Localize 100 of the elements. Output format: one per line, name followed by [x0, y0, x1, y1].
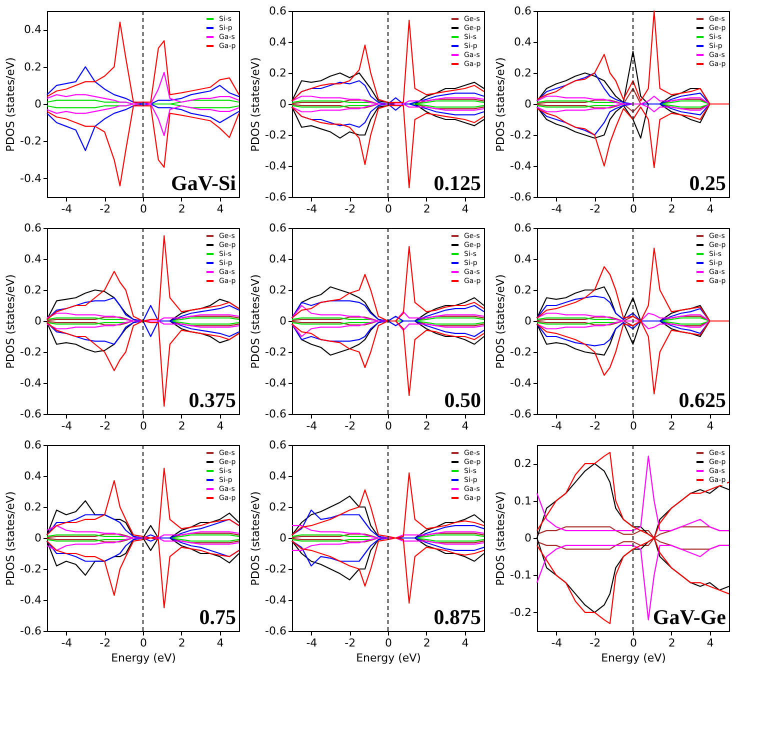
y-tick-label: -0.4	[20, 594, 42, 606]
y-tick-label: 0.2	[24, 500, 42, 514]
y-tick-label: 0.2	[269, 500, 286, 514]
y-tick-label: 0.4	[24, 23, 42, 36]
y-tick-label: 0	[524, 314, 532, 328]
y-tick-label: -0.4	[265, 376, 286, 390]
y-tick-label: -0.2	[510, 346, 532, 358]
x-axis-title: Energy (eV)	[111, 652, 176, 664]
x-tick-label: -2	[590, 420, 601, 432]
y-tick-label: 0	[280, 532, 286, 544]
annotation: GaV-Ge	[652, 605, 726, 629]
x-tick-label: -2	[100, 202, 111, 216]
x-tick-label: -2	[590, 636, 601, 650]
x-tick-label: -4	[61, 636, 72, 650]
y-tick-label: -0.4	[510, 376, 532, 390]
y-tick-label: 0.2	[514, 457, 532, 470]
y-tick-label: -0.6	[265, 190, 286, 204]
x-tick-label: 0	[385, 636, 392, 650]
x-tick-label: -2	[344, 202, 356, 216]
y-tick-label: 0	[34, 532, 42, 544]
x-tick-label: 0	[385, 420, 392, 432]
x-tick-label: 4	[462, 420, 469, 432]
x-tick-label: -2	[100, 420, 111, 432]
y-tick-label: -0.2	[510, 128, 532, 142]
y-tick-label: 0	[524, 532, 532, 544]
y-tick-label: 0	[34, 314, 42, 328]
x-tick-label: -4	[551, 420, 562, 432]
x-tick-label: 0	[630, 420, 637, 432]
x-tick-label: -2	[590, 202, 601, 216]
y-tick-label: 0	[34, 98, 42, 110]
y-tick-label: -0.4	[510, 160, 532, 172]
x-tick-label: 2	[668, 636, 676, 650]
annotation: 0.125	[434, 171, 481, 195]
x-tick-label: -4	[306, 636, 318, 650]
x-tick-label: -4	[306, 420, 318, 432]
x-tick-label: -4	[61, 420, 72, 432]
x-tick-label: -2	[344, 420, 356, 432]
annotation: 0.625	[678, 388, 726, 412]
y-tick-label: 0.4	[514, 36, 532, 48]
y-tick-label: 0.2	[514, 284, 532, 296]
x-tick-label: 4	[216, 202, 224, 216]
y-axis-title: PDOS (states/eV)	[4, 57, 18, 152]
y-tick-label: 0	[280, 314, 286, 328]
annotation: 0.875	[434, 605, 481, 629]
annotation: 0.75	[199, 605, 236, 629]
y-axis-title: PDOS (states/eV)	[4, 274, 18, 369]
x-tick-label: 4	[706, 636, 714, 650]
y-tick-label: 0.2	[514, 66, 532, 80]
y-tick-label: 0.2	[269, 284, 286, 296]
x-tick-label: 2	[668, 202, 676, 216]
x-tick-label: -4	[551, 202, 562, 216]
x-tick-label: 2	[423, 202, 430, 216]
y-tick-label: -0.4	[265, 160, 286, 172]
y-axis-title: PDOS (states/eV)	[494, 274, 508, 369]
y-axis-title: PDOS (states/eV)	[494, 57, 508, 152]
annotation: 0.25	[689, 171, 726, 195]
x-tick-label: 0	[385, 202, 392, 216]
y-tick-label: -0.2	[510, 606, 532, 619]
y-tick-label: 0.6	[269, 4, 286, 18]
y-tick-label: -0.2	[20, 134, 42, 148]
y-tick-label: -0.2	[265, 128, 286, 142]
y-tick-label: 0.2	[269, 66, 286, 80]
y-tick-label: 0.6	[514, 4, 532, 18]
x-tick-label: -4	[61, 202, 72, 216]
annotation: 0.375	[188, 388, 236, 412]
y-tick-label: 0.1	[514, 494, 532, 508]
x-tick-label: -4	[306, 202, 318, 216]
y-tick-label: -0.6	[20, 624, 42, 638]
y-axis-title: PDOS (states/eV)	[4, 491, 18, 586]
y-tick-label: -0.4	[20, 172, 42, 185]
y-tick-label: 0.6	[24, 438, 42, 452]
y-tick-label: 0	[524, 98, 532, 110]
annotation: 0.50	[444, 388, 481, 412]
x-tick-label: 4	[462, 636, 469, 650]
y-tick-label: 0.2	[24, 284, 42, 296]
y-tick-label: -0.6	[510, 190, 532, 204]
y-tick-label: 0.4	[269, 252, 286, 266]
x-tick-label: 2	[668, 420, 676, 432]
y-tick-label: -0.2	[265, 346, 286, 358]
y-tick-label: 0.2	[24, 60, 42, 74]
x-tick-label: 4	[216, 636, 224, 650]
x-axis-title: Energy (eV)	[601, 652, 666, 664]
x-tick-label: 2	[423, 636, 430, 650]
x-tick-label: 0	[140, 636, 147, 650]
x-axis-title: Energy (eV)	[356, 652, 421, 664]
y-tick-label: -0.6	[265, 408, 286, 420]
x-tick-label: 4	[706, 420, 714, 432]
x-tick-label: -2	[100, 636, 111, 650]
annotation: GaV-Si	[171, 171, 236, 195]
x-tick-label: 2	[178, 202, 186, 216]
y-tick-label: 0.4	[24, 252, 42, 266]
y-tick-label: -0.6	[20, 408, 42, 420]
y-tick-label: 0.6	[514, 222, 532, 234]
y-tick-label: -0.2	[20, 562, 42, 576]
x-tick-label: 0	[140, 420, 147, 432]
x-tick-label: -4	[551, 636, 562, 650]
y-tick-label: -0.2	[265, 562, 286, 576]
x-tick-label: 4	[216, 420, 224, 432]
y-tick-label: -0.2	[20, 346, 42, 358]
y-tick-label: 0	[280, 98, 286, 110]
